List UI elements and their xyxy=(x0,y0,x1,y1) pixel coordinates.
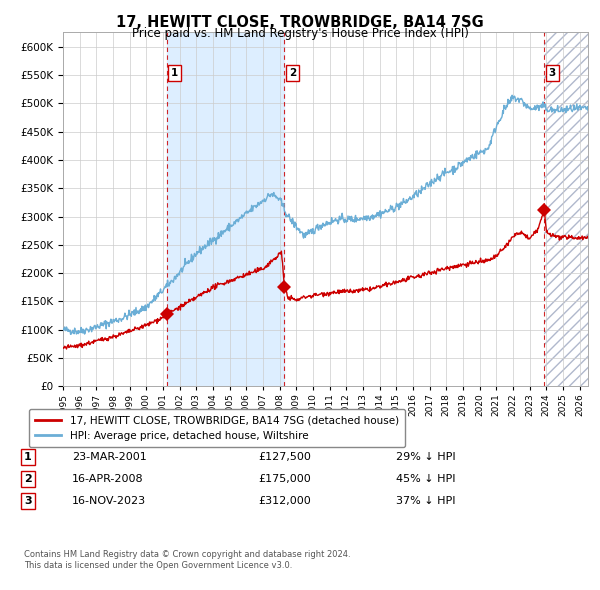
Text: 16-APR-2008: 16-APR-2008 xyxy=(72,474,143,484)
Text: Contains HM Land Registry data © Crown copyright and database right 2024.: Contains HM Land Registry data © Crown c… xyxy=(24,550,350,559)
Text: 1: 1 xyxy=(24,453,32,462)
Text: 2: 2 xyxy=(289,68,296,78)
Text: Price paid vs. HM Land Registry's House Price Index (HPI): Price paid vs. HM Land Registry's House … xyxy=(131,27,469,40)
Text: 16-NOV-2023: 16-NOV-2023 xyxy=(72,496,146,506)
Text: 45% ↓ HPI: 45% ↓ HPI xyxy=(396,474,455,484)
Text: 37% ↓ HPI: 37% ↓ HPI xyxy=(396,496,455,506)
Text: £175,000: £175,000 xyxy=(258,474,311,484)
Text: £127,500: £127,500 xyxy=(258,453,311,462)
Text: 1: 1 xyxy=(171,68,178,78)
Bar xyxy=(544,32,600,386)
Bar xyxy=(167,32,284,386)
Text: 2: 2 xyxy=(24,474,32,484)
Text: 29% ↓ HPI: 29% ↓ HPI xyxy=(396,453,455,462)
Text: 17, HEWITT CLOSE, TROWBRIDGE, BA14 7SG: 17, HEWITT CLOSE, TROWBRIDGE, BA14 7SG xyxy=(116,15,484,30)
Text: 3: 3 xyxy=(548,68,556,78)
Text: £312,000: £312,000 xyxy=(258,496,311,506)
Legend: 17, HEWITT CLOSE, TROWBRIDGE, BA14 7SG (detached house), HPI: Average price, det: 17, HEWITT CLOSE, TROWBRIDGE, BA14 7SG (… xyxy=(29,409,405,447)
Bar xyxy=(544,32,600,386)
Text: 3: 3 xyxy=(24,496,32,506)
Text: 23-MAR-2001: 23-MAR-2001 xyxy=(72,453,147,462)
Text: This data is licensed under the Open Government Licence v3.0.: This data is licensed under the Open Gov… xyxy=(24,560,292,569)
